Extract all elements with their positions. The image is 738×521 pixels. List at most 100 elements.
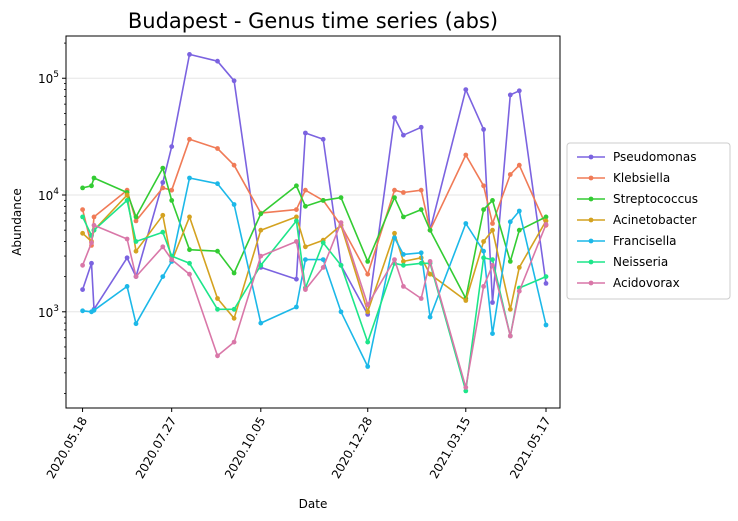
data-point xyxy=(133,214,139,220)
x-tick-label: 2021.05.17 xyxy=(507,415,553,482)
x-tick-label: 2020.10.05 xyxy=(222,415,268,482)
data-point xyxy=(507,92,513,98)
data-point xyxy=(160,165,166,171)
data-point xyxy=(427,271,433,277)
series-klebsiella xyxy=(80,136,549,277)
data-point xyxy=(187,271,192,277)
data-point xyxy=(294,214,299,220)
data-point xyxy=(303,287,308,292)
data-point xyxy=(490,221,495,226)
data-point xyxy=(507,219,513,225)
data-point xyxy=(215,353,220,359)
data-point xyxy=(303,130,308,136)
data-point xyxy=(91,214,97,220)
data-point xyxy=(80,287,85,292)
series-line-francisella xyxy=(82,177,547,368)
data-point xyxy=(543,322,549,328)
data-point xyxy=(320,136,326,142)
legend-label: Acidovorax xyxy=(613,276,680,290)
data-point xyxy=(160,229,166,235)
data-point xyxy=(481,248,486,254)
data-point xyxy=(418,250,424,256)
data-point xyxy=(133,274,139,279)
data-point xyxy=(124,284,130,289)
data-point xyxy=(365,271,371,277)
data-point xyxy=(258,253,264,259)
data-point xyxy=(365,302,371,308)
data-point xyxy=(160,244,166,250)
y-tick-label: 104 xyxy=(38,187,59,203)
data-point xyxy=(320,240,326,246)
data-point xyxy=(320,198,326,203)
data-point xyxy=(294,183,299,189)
data-point xyxy=(294,276,299,282)
data-point xyxy=(418,124,424,130)
data-point xyxy=(490,198,495,203)
data-point xyxy=(463,87,469,92)
data-point xyxy=(392,257,397,262)
data-point xyxy=(481,284,486,289)
data-point xyxy=(303,187,308,193)
data-point xyxy=(303,257,308,262)
legend-box xyxy=(566,142,731,300)
y-tick-base: 10 xyxy=(38,72,53,86)
data-point xyxy=(463,385,469,390)
y-tick-label: 105 xyxy=(38,70,59,86)
plot-frame xyxy=(65,35,561,409)
data-point xyxy=(401,190,406,195)
data-point xyxy=(187,136,192,142)
data-point xyxy=(481,255,486,261)
series-streptococcus xyxy=(80,165,549,301)
legend-item-pseudomonas: Pseudomonas xyxy=(577,150,696,164)
data-point xyxy=(418,207,424,213)
series-line-acidovorax xyxy=(81,221,547,389)
series-line-klebsiella xyxy=(81,138,547,276)
legend-label: Klebsiella xyxy=(613,171,670,185)
data-point xyxy=(338,195,344,201)
series-acidovorax xyxy=(80,220,549,390)
data-point xyxy=(516,88,522,94)
data-point xyxy=(320,257,326,262)
data-point xyxy=(507,172,513,177)
data-point xyxy=(89,260,94,266)
data-point xyxy=(231,78,237,84)
data-point xyxy=(294,207,299,213)
data-point xyxy=(187,247,192,253)
legend-marker xyxy=(588,217,594,223)
data-point xyxy=(490,331,495,336)
data-point xyxy=(401,214,406,220)
legend-item-acinetobacter: Acinetobacter xyxy=(577,213,697,227)
data-point xyxy=(294,218,299,224)
data-point xyxy=(91,307,97,313)
series-pseudomonas xyxy=(80,52,549,317)
data-point xyxy=(338,309,344,315)
data-point xyxy=(80,214,85,220)
data-point xyxy=(427,314,433,320)
legend-item-neisseria: Neisseria xyxy=(577,255,668,269)
data-point xyxy=(303,203,308,209)
data-point xyxy=(231,306,237,312)
series-francisella xyxy=(80,175,549,369)
data-point xyxy=(490,227,495,233)
data-point xyxy=(231,270,237,276)
data-point xyxy=(91,222,97,228)
data-point xyxy=(418,187,424,193)
data-point xyxy=(320,265,326,270)
data-point xyxy=(231,202,237,207)
y-tick-exponent: 4 xyxy=(53,187,59,197)
data-point xyxy=(215,296,220,301)
data-point xyxy=(80,185,85,191)
data-point xyxy=(490,257,495,262)
data-point xyxy=(338,262,344,268)
data-point xyxy=(133,248,139,254)
data-point xyxy=(401,284,406,289)
data-point xyxy=(294,304,299,310)
data-point xyxy=(124,236,130,242)
legend-item-francisella: Francisella xyxy=(577,234,677,248)
data-point xyxy=(187,175,192,181)
y-axis-label: Abundance xyxy=(10,188,24,256)
data-point xyxy=(427,227,433,233)
data-point xyxy=(481,207,486,213)
data-point xyxy=(187,52,192,57)
